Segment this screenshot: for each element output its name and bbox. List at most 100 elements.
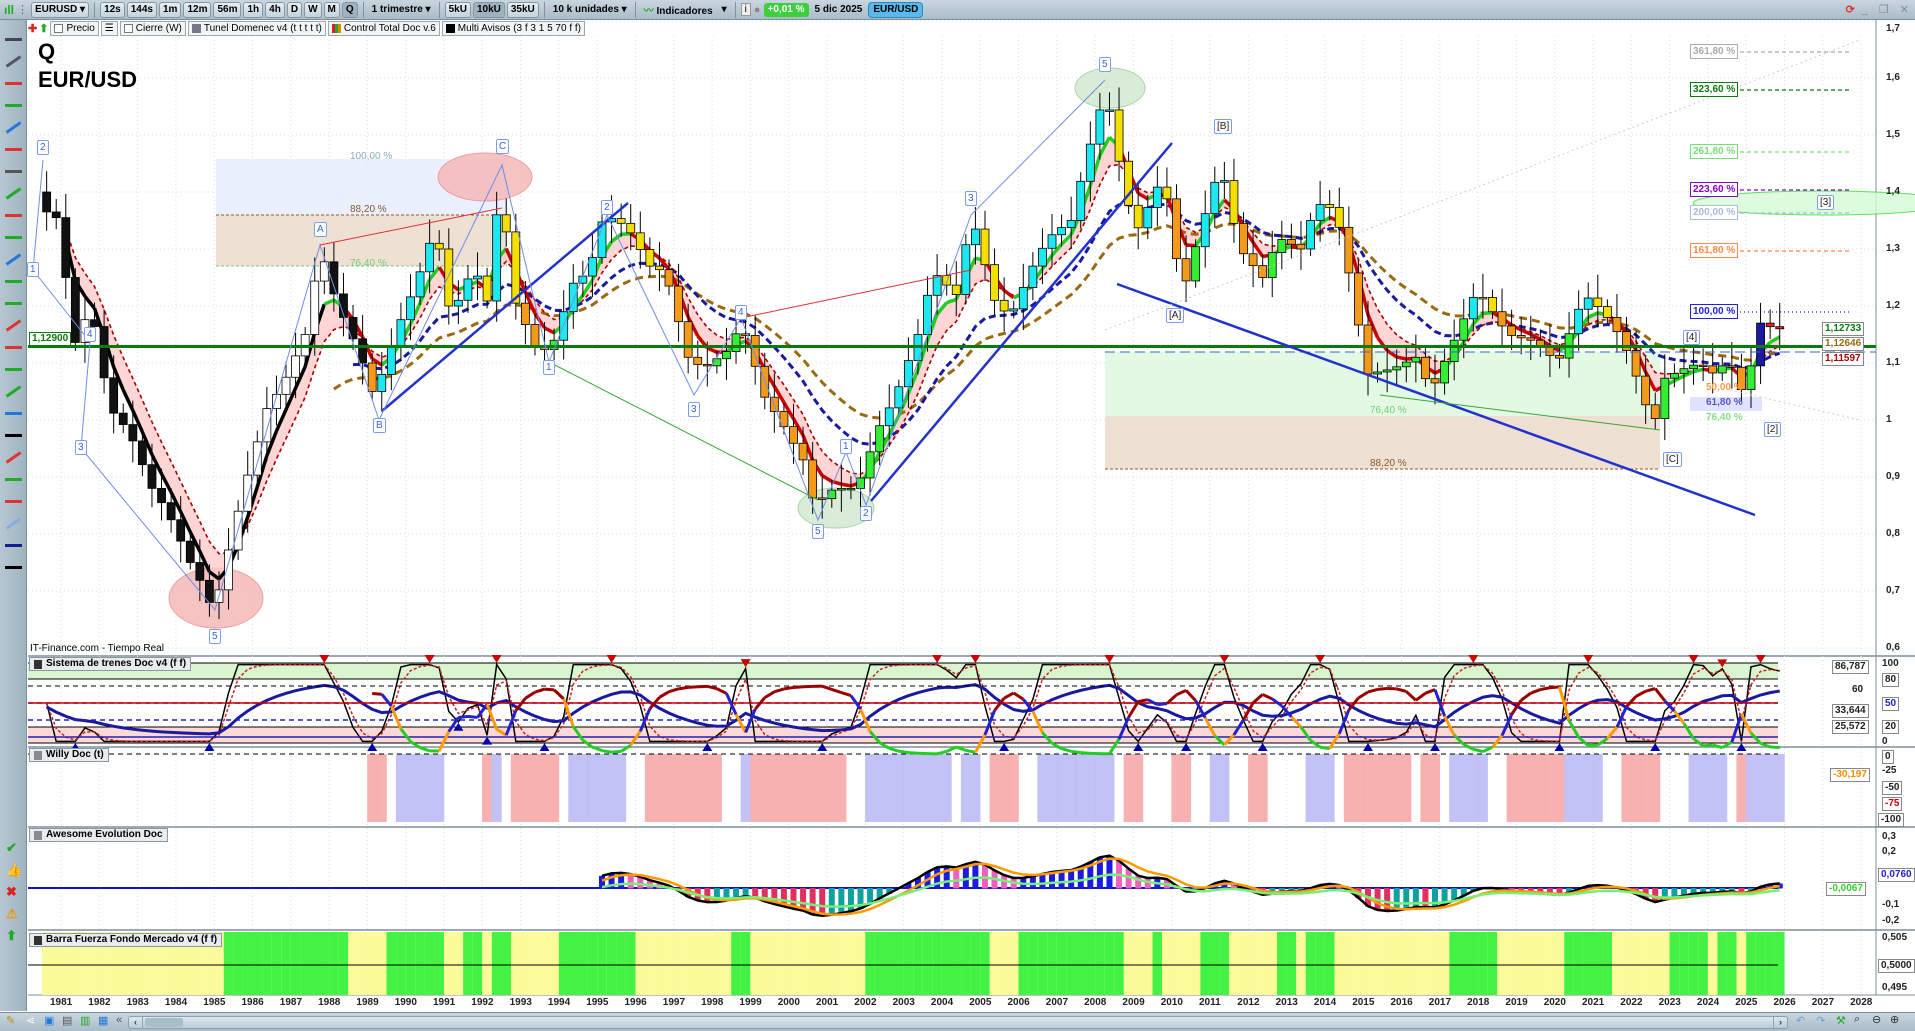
alert-tool-icon[interactable]: ✖: [6, 884, 17, 899]
drawing-tool-icon[interactable]: [5, 346, 22, 349]
drawing-tool-icon[interactable]: [5, 187, 22, 200]
indicators-button[interactable]: 〰 Indicadores: [641, 2, 716, 17]
interval-button-1h[interactable]: 1h: [243, 1, 264, 18]
redo-icon[interactable]: ↷: [1816, 1015, 1826, 1027]
horizontal-scrollbar[interactable]: ‹ ›: [128, 1016, 1788, 1029]
tools-icon[interactable]: ⚒: [1836, 1015, 1846, 1027]
checkbox[interactable]: [54, 24, 64, 33]
interval-button-Q[interactable]: Q: [341, 1, 358, 18]
comment-icon[interactable]: ▣: [44, 1015, 55, 1027]
wave-label[interactable]: 5: [209, 629, 221, 644]
chart-icon[interactable]: ıll: [4, 2, 15, 17]
drawing-tool-icon[interactable]: [5, 451, 22, 464]
panel-title-barra[interactable]: Barra Fuerza Fondo Mercado v4 (f f): [29, 933, 223, 947]
drawing-tool-icon[interactable]: [5, 368, 22, 371]
unit-button-10kU[interactable]: 10kU: [472, 1, 505, 18]
drawing-tool-icon[interactable]: [5, 236, 22, 239]
wave-label[interactable]: [A]: [1166, 308, 1185, 323]
zoom-out-icon[interactable]: ⊖: [1872, 1014, 1882, 1026]
unit-button-5kU[interactable]: 5kU: [444, 1, 471, 18]
drawing-tool-icon[interactable]: [5, 214, 22, 217]
interval-button-W[interactable]: W: [304, 1, 322, 18]
alert-tool-icon[interactable]: ⚠: [6, 906, 18, 921]
panel-title-sistema[interactable]: Sistema de trenes Doc v4 (f f): [29, 657, 192, 671]
undo-icon[interactable]: ↶: [1796, 1015, 1806, 1027]
alert-tool-icon[interactable]: ✔: [6, 840, 17, 855]
drawing-tool-icon[interactable]: [5, 566, 22, 569]
alert-tool-icon[interactable]: ⬆: [6, 928, 17, 943]
scroll-right-button[interactable]: ›: [1773, 1017, 1787, 1028]
add-indicator-icon[interactable]: ⬆: [39, 23, 49, 35]
drawing-tool-icon[interactable]: [5, 500, 22, 503]
interval-button-56m[interactable]: 56m: [213, 1, 242, 18]
draw-icon[interactable]: ✎: [6, 1015, 16, 1027]
unit-button-35kU[interactable]: 35kU: [506, 1, 539, 18]
close-icon[interactable]: ✕: [1899, 4, 1909, 16]
drawing-tool-icon[interactable]: [5, 544, 22, 547]
window-icon[interactable]: ▦: [98, 1015, 109, 1027]
drawing-tool-icon[interactable]: [5, 121, 22, 134]
unit-select[interactable]: 10 k unidades ▾: [552, 4, 627, 15]
interval-button-4h[interactable]: 4h: [265, 1, 285, 18]
interval-button-M[interactable]: M: [323, 1, 340, 18]
drawing-tool-icon[interactable]: [5, 280, 22, 283]
alert-tool-icon[interactable]: 👍: [6, 862, 23, 877]
symbol-selector[interactable]: EURUSD ▾: [31, 1, 90, 18]
interval-button-12m[interactable]: 12m: [183, 1, 212, 18]
drawing-tool-icon[interactable]: [5, 385, 22, 398]
drawing-tool-icon[interactable]: [5, 55, 22, 68]
collapse-icon[interactable]: «: [116, 1014, 123, 1026]
wave-label[interactable]: [C]: [1663, 452, 1682, 467]
panel-title-willy[interactable]: Willy Doc (t): [29, 748, 109, 762]
legend-precio[interactable]: Precio: [50, 21, 99, 36]
legend-control-total[interactable]: Control Total Doc v.6: [327, 21, 440, 36]
wave-label[interactable]: 3: [75, 440, 87, 455]
wave-label[interactable]: 4: [84, 327, 96, 342]
compare-icon[interactable]: ▥: [80, 1015, 91, 1027]
drawing-tool-icon[interactable]: [5, 170, 22, 173]
drawing-tool-icon[interactable]: [5, 104, 22, 107]
drawing-tool-icon[interactable]: [5, 412, 22, 415]
info-icon[interactable]: i: [740, 3, 751, 16]
wave-label[interactable]: 1: [840, 439, 852, 454]
legend-cierre[interactable]: Cierre (W): [119, 21, 186, 36]
wave-label[interactable]: B: [373, 418, 386, 433]
wave-label[interactable]: 5: [812, 524, 824, 539]
wave-label[interactable]: 2: [860, 506, 872, 521]
report-icon[interactable]: ▤: [62, 1015, 73, 1027]
wave-label[interactable]: A: [314, 222, 327, 237]
restore-icon[interactable]: ❐: [1878, 4, 1889, 16]
indicators-dropdown[interactable]: ▾: [721, 4, 727, 15]
wave-label[interactable]: 2: [37, 140, 49, 155]
checkbox[interactable]: [123, 24, 133, 33]
wave-label[interactable]: 3: [965, 191, 977, 206]
scroll-left-button[interactable]: ‹: [129, 1017, 143, 1028]
drawing-tool-icon[interactable]: [5, 82, 22, 85]
wave-label[interactable]: 3: [688, 402, 700, 417]
drawing-tool-icon[interactable]: [5, 253, 22, 266]
wave-label[interactable]: 5: [1099, 57, 1111, 72]
drawing-tool-icon[interactable]: [5, 38, 22, 41]
share-icon[interactable]: ⋖: [26, 1015, 36, 1027]
wave-label[interactable]: [4]: [1683, 330, 1701, 345]
drawing-tool-icon[interactable]: [5, 517, 22, 530]
pair-badge[interactable]: EUR/USD: [868, 1, 924, 18]
drawing-tool-icon[interactable]: [5, 434, 22, 437]
drawing-tool-icon[interactable]: [5, 478, 22, 481]
wave-label[interactable]: 2: [601, 200, 613, 215]
list-icon[interactable]: ☰: [100, 21, 118, 36]
interval-button-12s[interactable]: 12s: [100, 1, 125, 18]
interval-button-D[interactable]: D: [286, 1, 303, 18]
wave-label[interactable]: [3]: [1817, 195, 1835, 210]
interval-button-144s[interactable]: 144s: [126, 1, 157, 18]
wave-label[interactable]: 1: [27, 262, 39, 277]
minimize-icon[interactable]: _: [1861, 3, 1868, 16]
zoom-in-icon[interactable]: ⊕: [1890, 1014, 1900, 1026]
legend-tunel[interactable]: Tunel Domenec v4 (t t t t t): [187, 21, 326, 36]
wave-label[interactable]: 4: [735, 305, 747, 320]
interval-button-1m[interactable]: 1m: [159, 1, 182, 18]
remove-indicator-icon[interactable]: ✚: [28, 23, 38, 35]
panel-title-awesome[interactable]: Awesome Evolution Doc: [29, 828, 168, 842]
wave-label[interactable]: [B]: [1214, 119, 1233, 134]
